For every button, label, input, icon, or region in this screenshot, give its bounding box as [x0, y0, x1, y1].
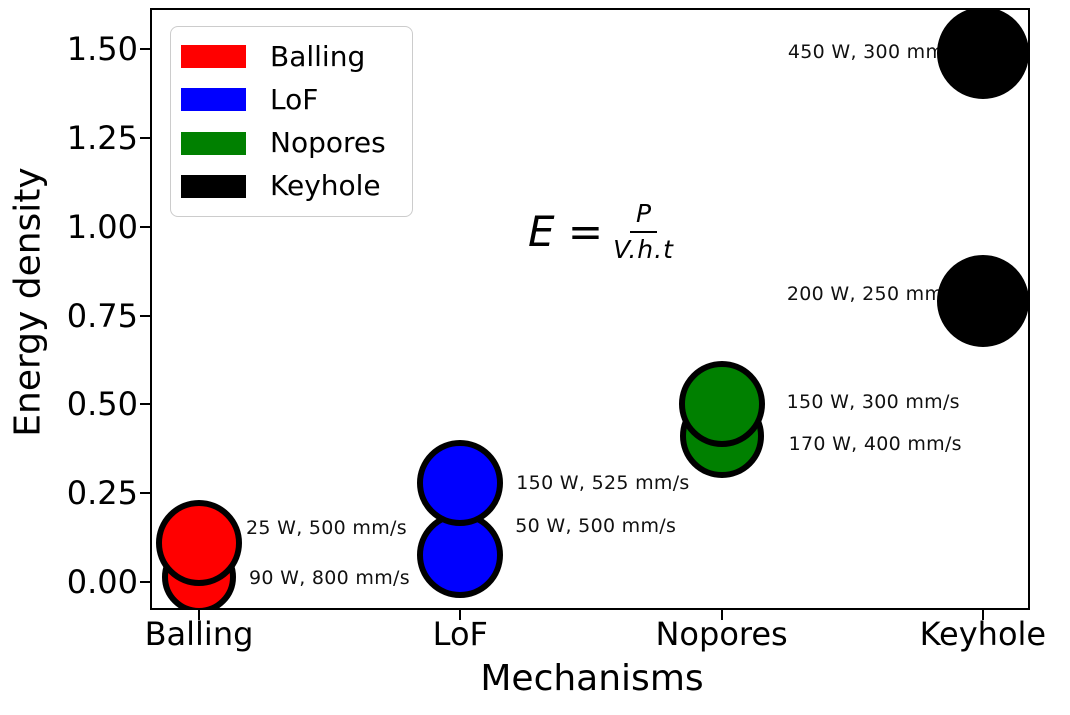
y-tick-label: 1.00 [66, 207, 138, 246]
legend-label: LoF [270, 82, 319, 116]
y-tick-mark [140, 581, 150, 583]
x-tick-mark [459, 610, 462, 620]
scatter-point-lof-2 [417, 439, 504, 526]
point-annotation: 150 W, 525 mm/s [516, 471, 690, 494]
legend-swatch [181, 88, 246, 112]
legend-label: Nopores [270, 126, 386, 160]
plot-area: 25 W, 500 mm/s 90 W, 800 mm/s 150 W, 525 m… [150, 8, 1030, 610]
y-tick-mark [140, 136, 150, 139]
point-annotation: 150 W, 300 mm/s [786, 391, 960, 414]
scatter-point-balling-0 [156, 499, 242, 586]
x-tick-label-balling: Balling [144, 615, 254, 653]
point-annotation: 25 W, 500 mm/s [246, 516, 407, 539]
y-tick-label: 1.50 [66, 30, 138, 69]
energy-density-formula: E = P V.h.t [528, 199, 674, 265]
y-tick-mark [140, 225, 150, 228]
y-tick-label: 0.75 [66, 296, 138, 335]
scatter-point-keyhole-6 [936, 10, 1028, 99]
x-tick-label-lof: LoF [432, 615, 488, 653]
legend-swatch [181, 45, 246, 69]
y-tick-mark [140, 492, 150, 495]
y-tick-mark [140, 403, 150, 406]
legend-label: Keyhole [270, 169, 381, 203]
y-tick-label: 0.50 [66, 385, 138, 424]
point-annotation: 170 W, 400 mm/s [788, 433, 962, 456]
x-tick-mark [198, 610, 200, 620]
y-tick-label: 0.25 [66, 474, 138, 513]
point-annotation: 450 W, 300 mm/s [787, 40, 962, 63]
x-tick-label-nopores: Nopores [655, 615, 788, 653]
formula-denominator: V.h.t [613, 234, 674, 264]
scatter-point-nopores-4 [678, 361, 765, 448]
formula-fraction: P V.h.t [613, 199, 674, 265]
legend: Balling LoF Nopores Keyhole [170, 26, 413, 217]
scatter-point-keyhole-7 [936, 255, 1028, 348]
formula-numerator: P [629, 199, 658, 233]
y-tick-label: 1.25 [66, 118, 138, 157]
point-annotation: 90 W, 800 mm/s [249, 566, 410, 589]
legend-swatch [181, 131, 246, 155]
legend-swatch [181, 174, 246, 198]
legend-item-nopores: Nopores [181, 129, 402, 157]
y-tick-label: 0.00 [66, 563, 138, 601]
y-tick-mark [140, 48, 150, 51]
formula-lhs: E = [528, 207, 604, 257]
legend-item-keyhole: Keyhole [181, 172, 402, 200]
legend-item-balling: Balling [181, 39, 402, 73]
point-annotation: 200 W, 250 mm/s [786, 283, 961, 306]
x-axis-label: Mechanisms [480, 658, 704, 699]
legend-item-lof: LoF [181, 82, 402, 116]
y-tick-mark [140, 314, 150, 317]
point-annotation: 50 W, 500 mm/s [515, 515, 677, 538]
x-tick-label-keyhole: Keyhole [919, 615, 1047, 653]
x-tick-mark [720, 610, 723, 620]
x-tick-mark [981, 610, 984, 620]
legend-label: Balling [270, 39, 366, 73]
